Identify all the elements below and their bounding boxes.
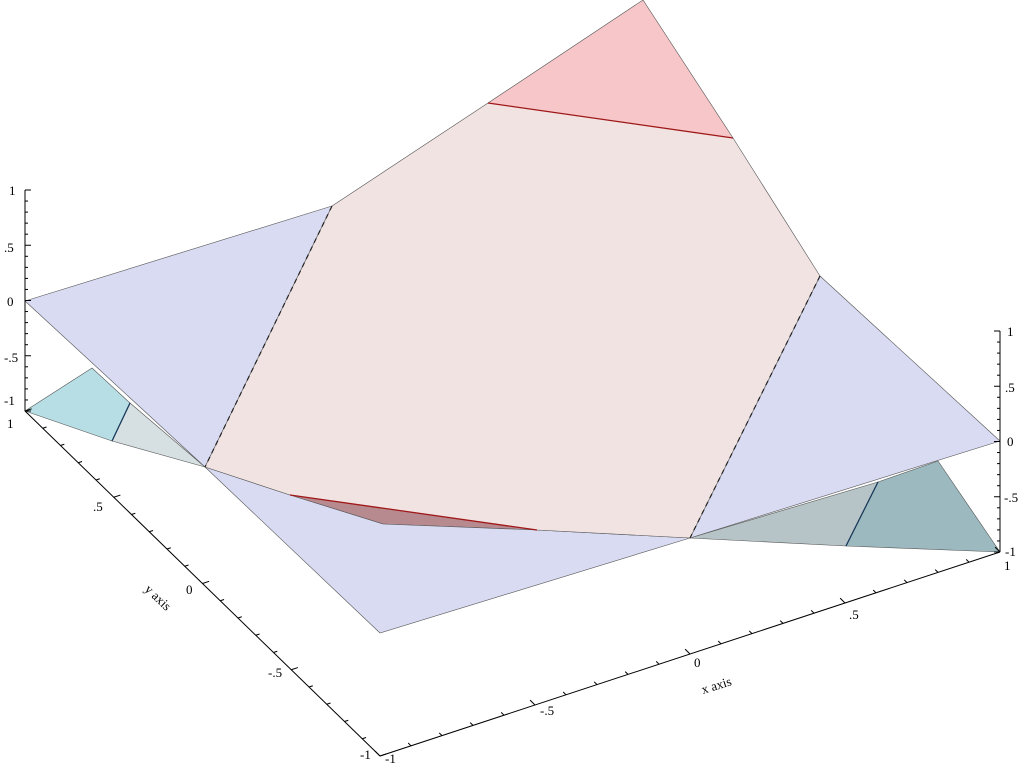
x-tick — [529, 699, 536, 706]
z-left-tick-label: 1 — [9, 183, 16, 198]
x-tick — [965, 559, 970, 563]
x-tick-label: 1 — [1004, 558, 1011, 573]
y-tick — [42, 426, 47, 429]
right-dashed-contour — [689, 275, 821, 539]
y-tick — [362, 737, 367, 740]
z-left-tick-label: -.5 — [4, 350, 18, 365]
x-tick — [593, 681, 598, 685]
y-tick — [273, 650, 278, 653]
x-tick-label: -1 — [385, 751, 396, 766]
y-tick — [24, 408, 32, 412]
x-tick — [994, 546, 1001, 553]
x-tick — [810, 610, 815, 614]
x-tick-label: 0 — [694, 655, 701, 670]
bottom-red-contour — [289, 494, 538, 531]
y-tick — [237, 616, 242, 619]
x-tick — [684, 648, 691, 655]
y-tick — [184, 564, 189, 567]
x-tick — [500, 712, 505, 716]
y-tick — [255, 633, 260, 636]
y-tick — [78, 461, 83, 464]
z-right-tick-label: -.5 — [1004, 490, 1018, 505]
y-tick-label: 1 — [7, 416, 14, 431]
x-tick — [655, 661, 660, 665]
x-tick — [717, 640, 722, 645]
y-tick — [149, 530, 154, 533]
x-tick — [562, 691, 567, 696]
y-tick — [131, 512, 136, 515]
x-tick — [374, 750, 381, 757]
x-tick — [839, 597, 846, 604]
x-tick — [903, 579, 908, 583]
y-tick-label: -.5 — [268, 665, 282, 680]
y-tick — [95, 478, 100, 481]
x-tick — [779, 620, 784, 624]
z-right-tick-label: .5 — [1005, 380, 1015, 395]
y-tick — [344, 719, 349, 722]
right-blue-contour — [845, 481, 879, 547]
y-tick — [220, 599, 225, 602]
y-tick — [60, 443, 65, 446]
y-axis-title: y axis — [142, 581, 175, 613]
z-right-tick-label: 1 — [1007, 324, 1014, 339]
y-tick — [202, 580, 210, 584]
x-tick — [934, 569, 939, 573]
y-tick — [113, 494, 121, 498]
y-tick-label: -1 — [360, 747, 371, 762]
x-tick-label: .5 — [849, 607, 859, 622]
x-tick — [438, 732, 443, 736]
y-tick — [326, 702, 331, 705]
y-tick-label: 0 — [186, 582, 193, 597]
x-tick — [872, 589, 877, 594]
y-tick — [166, 547, 171, 550]
z-right-tick-label: -1 — [1005, 544, 1016, 559]
x-tick — [748, 630, 753, 634]
left-blue-contour — [111, 402, 131, 442]
x-tick — [407, 742, 412, 747]
x-tick-label: -.5 — [540, 703, 554, 718]
y-tick — [308, 685, 313, 688]
axis-ticks — [24, 189, 1001, 757]
x-axis-title: x axis — [699, 674, 733, 697]
y-tick — [379, 753, 387, 757]
y-tick — [291, 667, 299, 671]
z-left-tick-label: -1 — [4, 393, 15, 408]
z-left-tick-label: .5 — [4, 240, 14, 255]
y-tick-label: .5 — [93, 499, 103, 514]
left-dashed-contour — [204, 205, 333, 468]
z-right-tick-label: 0 — [1007, 434, 1014, 449]
top-red-contour — [487, 102, 734, 139]
x-tick — [469, 722, 474, 726]
x-tick — [624, 671, 629, 675]
z-left-tick-label: 0 — [7, 294, 14, 309]
